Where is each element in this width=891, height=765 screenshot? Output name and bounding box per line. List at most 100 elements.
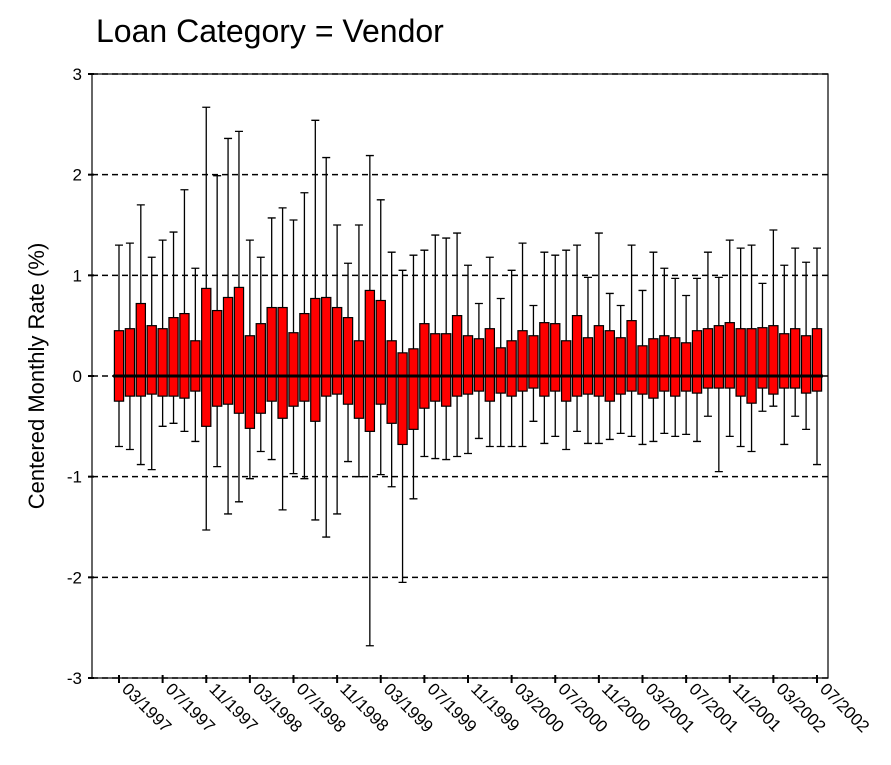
- lower-whisker: [562, 401, 571, 451]
- lower-whisker: [791, 388, 800, 417]
- upper-whisker: [147, 256, 156, 326]
- lower-whisker: [616, 394, 625, 435]
- box: [222, 296, 234, 405]
- lower-whisker: [605, 401, 614, 441]
- upper-whisker: [529, 304, 538, 336]
- upper-whisker: [387, 251, 396, 341]
- upper-whisker: [278, 207, 287, 308]
- lower-whisker: [725, 388, 734, 438]
- upper-whisker: [398, 269, 407, 353]
- box: [811, 328, 823, 392]
- box: [201, 287, 212, 427]
- lower-whisker: [583, 394, 592, 445]
- lower-whisker: [638, 394, 647, 446]
- lower-whisker: [573, 396, 582, 433]
- upper-whisker: [583, 276, 592, 338]
- box: [353, 340, 365, 419]
- upper-whisker: [267, 217, 276, 308]
- lower-whisker: [769, 394, 778, 407]
- upper-whisker: [616, 304, 625, 338]
- upper-whisker: [518, 242, 527, 331]
- lower-whisker: [398, 444, 407, 584]
- lower-whisker: [474, 391, 483, 440]
- upper-whisker: [802, 261, 811, 336]
- upper-whisker: [420, 249, 429, 324]
- box: [310, 297, 321, 422]
- upper-whisker: [453, 232, 462, 316]
- lower-whisker: [333, 394, 342, 515]
- lower-whisker: [518, 391, 527, 448]
- box: [528, 335, 539, 389]
- lower-whisker: [507, 396, 516, 448]
- lower-whisker: [213, 406, 222, 468]
- box: [244, 335, 256, 429]
- lower-whisker: [180, 398, 189, 433]
- lower-whisker: [125, 396, 134, 451]
- box: [113, 330, 125, 402]
- box: [288, 332, 299, 407]
- upper-whisker: [125, 242, 134, 329]
- upper-whisker: [158, 239, 167, 329]
- lower-whisker: [714, 388, 723, 473]
- y-tick-label: 0: [73, 367, 82, 386]
- box: [648, 338, 659, 399]
- upper-whisker: [169, 231, 178, 318]
- box: [157, 328, 168, 397]
- upper-whisker: [256, 256, 265, 324]
- upper-whisker: [333, 224, 342, 308]
- upper-whisker: [213, 175, 222, 311]
- upper-whisker: [769, 229, 778, 326]
- x-tick-label: 07/2002: [816, 679, 873, 736]
- upper-whisker: [540, 251, 549, 323]
- box: [757, 327, 768, 389]
- box: [146, 325, 157, 395]
- lower-whisker: [365, 431, 374, 647]
- y-tick-label: -1: [67, 468, 82, 487]
- upper-whisker: [736, 247, 745, 329]
- box: [430, 333, 441, 402]
- lower-whisker: [300, 401, 309, 480]
- lower-whisker: [311, 421, 320, 521]
- upper-whisker: [365, 154, 374, 291]
- lower-whisker: [496, 393, 505, 448]
- lower-whisker: [802, 393, 811, 431]
- box: [550, 323, 561, 392]
- lower-whisker: [682, 391, 691, 436]
- lower-whisker: [551, 391, 560, 438]
- box: [266, 306, 277, 402]
- lower-whisker: [289, 406, 298, 475]
- box: [342, 317, 354, 405]
- lower-whisker: [147, 394, 156, 471]
- box: [746, 328, 757, 404]
- upper-whisker: [431, 234, 440, 334]
- plot-frame: [91, 73, 829, 679]
- upper-whisker: [714, 276, 723, 326]
- lower-whisker: [420, 408, 429, 458]
- box: [135, 302, 147, 397]
- lower-whisker: [627, 391, 636, 438]
- upper-whisker: [791, 247, 800, 329]
- lower-whisker: [442, 406, 451, 461]
- box: [571, 315, 583, 397]
- box: [462, 335, 474, 395]
- upper-whisker: [191, 267, 200, 341]
- box: [397, 352, 408, 446]
- upper-whisker: [594, 232, 603, 326]
- box: [321, 296, 332, 397]
- upper-whisker: [180, 189, 189, 314]
- y-tick-label: -2: [67, 568, 82, 587]
- box: [560, 340, 572, 402]
- box: [659, 335, 670, 392]
- upper-whisker: [202, 106, 211, 289]
- box: [670, 337, 681, 397]
- upper-whisker: [442, 237, 451, 334]
- lower-whisker: [594, 396, 603, 445]
- box: [473, 338, 485, 392]
- lower-whisker: [169, 396, 178, 424]
- upper-whisker: [496, 297, 505, 348]
- lower-whisker: [387, 423, 396, 488]
- upper-whisker: [234, 130, 243, 288]
- lower-whisker: [540, 396, 549, 445]
- y-tick-label: 1: [73, 266, 82, 285]
- lower-whisker: [115, 401, 123, 448]
